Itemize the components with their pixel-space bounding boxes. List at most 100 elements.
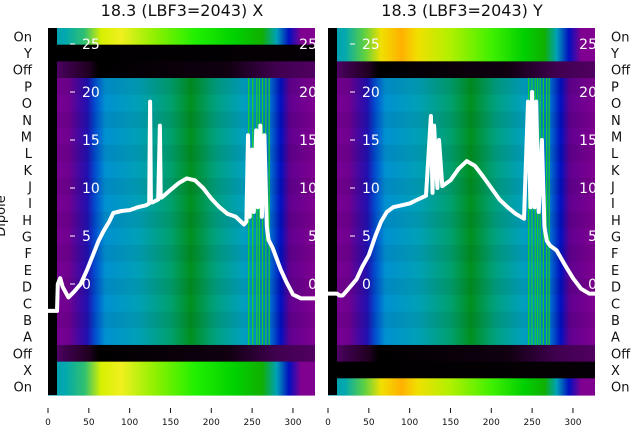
row-shade — [48, 211, 315, 229]
row-label-left: On — [14, 30, 32, 45]
row-label-right: H — [611, 214, 621, 229]
green-stripe — [546, 78, 548, 345]
inner-y-tick-label-right: 25 — [579, 37, 597, 53]
green-stripe — [548, 78, 550, 345]
panel-title-y: 18.3 (LBF3=2043) Y — [381, 1, 543, 20]
inner-y-tick-label-right: 15 — [579, 133, 597, 149]
row-label-right: I — [611, 197, 615, 212]
panel-title-x: 18.3 (LBF3=2043) X — [101, 1, 264, 20]
inner-y-tick-label-right: 5 — [588, 229, 597, 245]
row-label-left: C — [23, 297, 32, 312]
row-label-right: M — [611, 130, 622, 145]
row-label-right: K — [611, 164, 620, 179]
inner-y-tick-label: 25 — [362, 37, 380, 53]
heatmap-row-i — [48, 194, 315, 213]
row-label-left: H — [22, 214, 32, 229]
inner-y-tick-label: 20 — [82, 85, 100, 101]
x-tick-label: 50 — [363, 418, 375, 428]
inner-y-tick-label-right: 20 — [579, 85, 597, 101]
green-stripe — [534, 78, 536, 345]
x-tick-label: 0 — [45, 418, 51, 428]
heatmap-row-on — [48, 378, 315, 396]
heatmap-row-k — [48, 161, 315, 179]
x-tick-label: 100 — [121, 418, 138, 428]
heatmap-row-on — [48, 28, 315, 46]
x-tick-label: 150 — [442, 418, 459, 428]
inner-y-tick-label-right: 5 — [308, 229, 317, 245]
row-label-left: F — [25, 247, 32, 262]
heatmap-row-y — [328, 44, 595, 62]
heatmap-row-x — [328, 361, 595, 379]
profile-line — [328, 90, 595, 298]
row-label-left: G — [22, 231, 32, 246]
heatmap-row-c — [48, 294, 315, 313]
profile-line — [48, 99, 315, 313]
row-label-left: N — [22, 114, 32, 129]
inner-y-tick-label-right: 10 — [579, 181, 597, 197]
row-label-right: A — [611, 331, 620, 346]
x-tick-label: 250 — [524, 418, 541, 428]
row-label-left: On — [14, 381, 32, 396]
heatmap-row-a — [48, 328, 315, 346]
row-label-right: Y — [610, 47, 619, 62]
inner-y-tick-label: 15 — [362, 133, 380, 149]
black-column — [328, 28, 337, 395]
row-shade — [48, 111, 315, 129]
row-label-right: F — [611, 247, 618, 262]
x-tick-label: 50 — [83, 418, 95, 428]
x-tick-label: 300 — [284, 418, 301, 428]
row-label-left: A — [23, 331, 32, 346]
row-label-left: I — [28, 197, 32, 212]
heatmap-row-c — [328, 294, 595, 313]
row-label-left: Y — [23, 47, 32, 62]
row-label-left: D — [22, 281, 32, 296]
heatmap-row-off — [48, 344, 315, 363]
row-label-right: X — [611, 364, 620, 379]
heatmap-row-off — [328, 61, 595, 79]
row-label-left: E — [24, 264, 32, 279]
row-label-right: Off — [611, 64, 631, 79]
inner-y-tick-label: 25 — [82, 37, 100, 53]
heatmap-row-y — [48, 44, 315, 62]
row-label-right: B — [611, 314, 620, 329]
inner-y-tick-label: 0 — [82, 277, 91, 293]
row-label-right: D — [611, 281, 621, 296]
row-label-left: Off — [13, 64, 33, 79]
row-label-right: L — [611, 147, 619, 162]
x-tick-label: 0 — [325, 418, 331, 428]
inner-y-tick-label-right: 15 — [299, 133, 317, 149]
x-tick-label: 100 — [401, 418, 418, 428]
inner-y-tick-label-right: 0 — [308, 277, 317, 293]
heatmap-row-x — [48, 361, 315, 379]
row-shade — [328, 311, 595, 329]
row-label-left: L — [25, 147, 33, 162]
x-tick-label: 200 — [483, 418, 500, 428]
row-label-right: E — [611, 264, 619, 279]
heatmap-row-off — [48, 61, 315, 79]
row-label-right: J — [610, 180, 615, 195]
row-label-right: O — [611, 97, 621, 112]
row-label-right: On — [611, 381, 629, 396]
green-stripe — [258, 78, 260, 345]
x-tick-label: 150 — [162, 418, 179, 428]
row-label-right: On — [611, 30, 629, 45]
heatmap-row-on — [328, 28, 595, 46]
inner-y-tick-label: 20 — [362, 85, 380, 101]
inner-y-tick-label-right: 25 — [299, 37, 317, 53]
row-label-right: N — [611, 114, 621, 129]
y-axis-label: Dipole — [0, 195, 9, 236]
heatmap-row-i — [328, 194, 595, 213]
row-label-left: K — [23, 164, 32, 179]
x-tick-label: 300 — [564, 418, 581, 428]
row-shade — [328, 211, 595, 229]
row-label-right: Off — [611, 347, 631, 362]
green-stripe — [268, 78, 270, 345]
row-label-left: O — [22, 97, 32, 112]
inner-y-tick-label: 5 — [82, 229, 91, 245]
row-label-left: M — [21, 130, 32, 145]
black-column — [48, 28, 57, 395]
row-label-left: Off — [13, 347, 33, 362]
